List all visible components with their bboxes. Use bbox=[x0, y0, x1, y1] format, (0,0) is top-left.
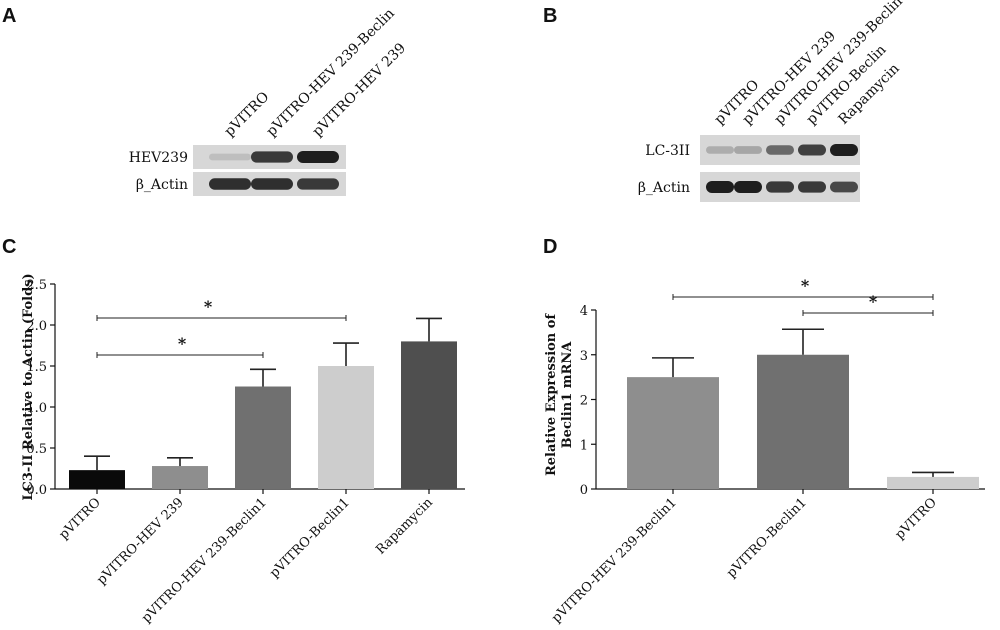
blot-band bbox=[209, 153, 251, 161]
blot-band bbox=[209, 178, 251, 190]
bar bbox=[318, 366, 374, 489]
significance-star: * bbox=[204, 297, 213, 316]
x-tick-label: Rapamycin bbox=[373, 495, 436, 558]
panel-a-letter: A bbox=[2, 5, 16, 27]
y-tick-label: 0 bbox=[580, 483, 588, 498]
bar bbox=[887, 476, 979, 489]
blot-band bbox=[766, 145, 794, 155]
blot-band bbox=[830, 181, 858, 193]
panel-d-letter: D bbox=[543, 236, 557, 258]
band-row-label: β_Actin bbox=[638, 180, 690, 196]
band-row-label: β_Actin bbox=[136, 177, 188, 193]
y-axis-title: LC3-II Relative to Actin (Folds) bbox=[21, 273, 36, 500]
panel-b-letter: B bbox=[543, 5, 557, 27]
x-tick-label: pVITRO-HEV 239 bbox=[94, 495, 187, 588]
panel-c-letter: C bbox=[2, 236, 16, 258]
y-tick-label: 1 bbox=[580, 438, 588, 453]
bar bbox=[757, 354, 849, 489]
y-tick-label: 3 bbox=[580, 349, 588, 364]
bar-chart-d: 0 1 2 3 4 Relative Expression of Beclin1 mRNA p… bbox=[544, 276, 985, 626]
x-tick-label: pVITRO bbox=[56, 495, 103, 542]
bar bbox=[401, 341, 457, 489]
y-tick-label: 2.5 bbox=[26, 278, 47, 293]
y-tick-label: 2.0 bbox=[26, 319, 47, 334]
bar bbox=[152, 466, 208, 489]
bar bbox=[69, 470, 125, 489]
y-tick-label: 1.0 bbox=[26, 401, 47, 416]
x-tick-label: pVITRO-Beclin1 bbox=[724, 495, 810, 581]
x-tick-label: pVITRO bbox=[892, 495, 939, 542]
blot-band bbox=[734, 146, 762, 154]
significance-star: * bbox=[869, 292, 878, 311]
blot-band bbox=[766, 181, 794, 193]
blot-band bbox=[706, 181, 734, 193]
blot-band bbox=[251, 151, 293, 163]
blot-band bbox=[798, 181, 826, 193]
y-tick-label: 1.5 bbox=[26, 360, 47, 375]
significance-star: * bbox=[801, 276, 810, 295]
band-row-label: HEV239 bbox=[129, 150, 188, 166]
bar bbox=[627, 377, 719, 489]
blot-band bbox=[251, 178, 293, 190]
x-tick-label: pVITRO-Beclin1 bbox=[267, 495, 353, 581]
y-tick-label: 2 bbox=[580, 394, 588, 409]
significance-star: * bbox=[178, 334, 187, 353]
lane-label: pVITRO bbox=[222, 89, 273, 140]
y-tick-label: 0.5 bbox=[26, 442, 47, 457]
bar bbox=[235, 386, 291, 489]
blot-band bbox=[798, 144, 826, 156]
y-axis-title: Relative Expression of bbox=[544, 313, 559, 476]
blot-band bbox=[830, 144, 858, 156]
blot-band bbox=[734, 181, 762, 193]
blot-band bbox=[297, 151, 339, 163]
y-tick-label: 4 bbox=[580, 304, 588, 319]
y-tick-label: 0.0 bbox=[26, 483, 47, 498]
y-axis-title: Beclin1 mRNA bbox=[560, 341, 575, 449]
blot-band bbox=[706, 146, 734, 154]
blot-band bbox=[297, 178, 339, 190]
x-tick-label: pVITRO-HEV 239-Beclin1 bbox=[549, 495, 680, 626]
band-row-label: LC-3II bbox=[645, 143, 690, 159]
